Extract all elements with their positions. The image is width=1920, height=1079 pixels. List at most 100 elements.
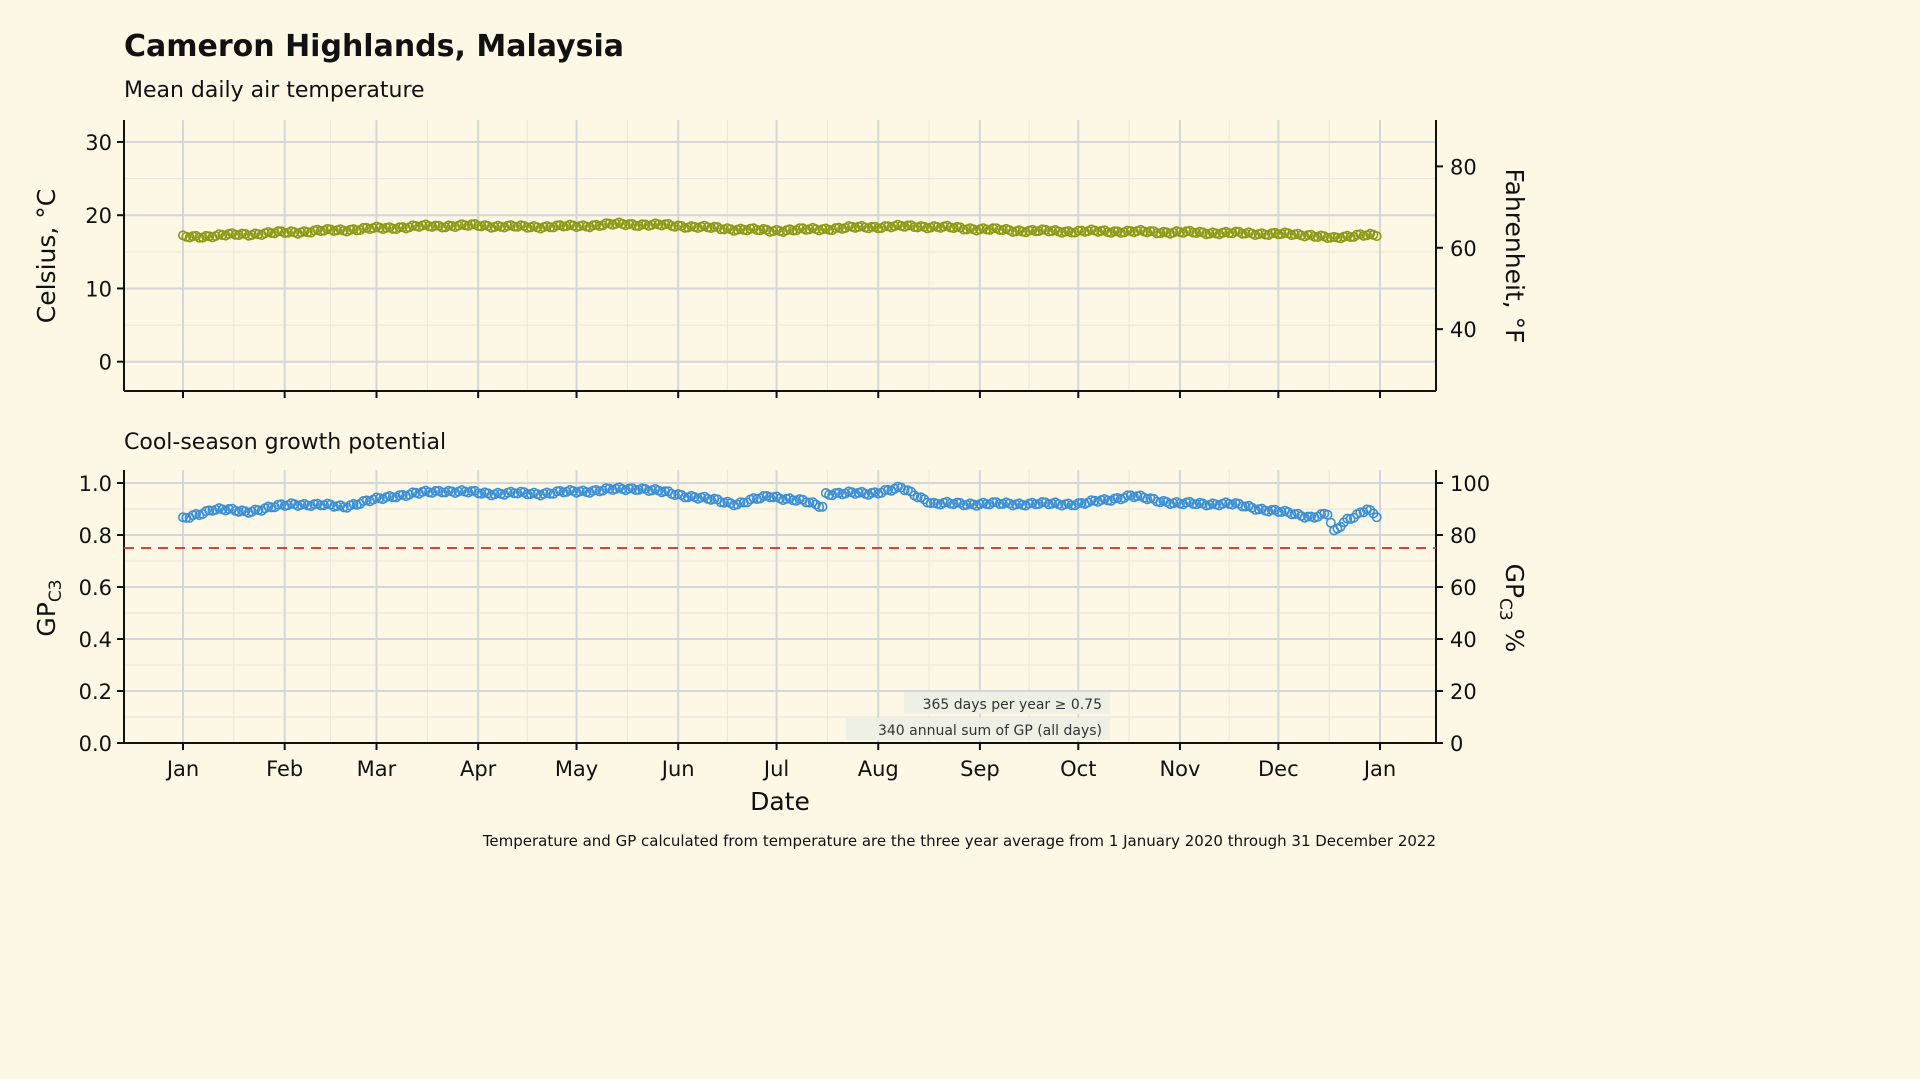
gp-point (1266, 504, 1277, 515)
temperature-point (1145, 226, 1156, 237)
x-tick-label: Feb (266, 757, 303, 781)
gp-point (1237, 501, 1248, 512)
temperature-series (178, 217, 1382, 244)
temperature-point (509, 221, 520, 232)
temperature-point (1073, 225, 1084, 236)
gp-point (600, 483, 611, 494)
temperature-point (558, 221, 569, 232)
temperature-point (358, 222, 369, 233)
temperature-point (1273, 229, 1284, 240)
gp-point (623, 483, 634, 494)
temperature-point (1030, 226, 1041, 237)
gp-point (1066, 500, 1077, 511)
bottom-y-right-tick-label: 40 (1450, 628, 1477, 652)
top-y-right-tick-label: 60 (1450, 237, 1477, 261)
gp-point (801, 497, 812, 508)
bottom-y-axis-label: GPC3 (32, 579, 66, 636)
temperature-point (600, 218, 611, 229)
gp-point (817, 501, 828, 512)
temperature-point (879, 221, 890, 232)
temperature-point (958, 224, 969, 235)
gp-point (1102, 495, 1113, 506)
top-y-tick-label: 30 (85, 131, 112, 155)
temperature-point (715, 224, 726, 235)
x-tick-label: Oct (1060, 757, 1096, 781)
temperature-point (237, 228, 248, 239)
gp-point (1188, 498, 1199, 509)
x-tick-label: Jan (1362, 757, 1396, 781)
x-tick-label: Dec (1258, 757, 1299, 781)
temperature-point (1345, 232, 1356, 243)
bottom-panel-grid (124, 470, 1436, 744)
gp-point (912, 492, 923, 503)
top-y-right-tick-label: 80 (1450, 155, 1477, 179)
x-tick-label: Nov (1159, 757, 1200, 781)
gp-point (804, 497, 815, 508)
bottom-y-right-tick-label: 100 (1450, 472, 1490, 496)
top-y-tick-label: 0 (99, 351, 112, 375)
top-panel-grid (124, 120, 1436, 391)
temperature-point (1309, 231, 1320, 242)
temperature-point (637, 219, 648, 230)
gp-point (925, 498, 936, 509)
footnote: Temperature and GP calculated from tempe… (482, 832, 1436, 850)
gp-point (764, 492, 775, 503)
gp-point (879, 485, 890, 496)
x-tick-label: Jun (660, 757, 695, 781)
gp-point (735, 497, 746, 508)
temperature-point (230, 229, 241, 240)
gp-point (1289, 509, 1300, 520)
temperature-point (1188, 227, 1199, 238)
temperature-point (394, 222, 405, 233)
bottom-y-tick-label: 0.8 (79, 524, 112, 548)
bottom-y-right-tick-label: 20 (1450, 680, 1477, 704)
bottom-panel-axes (117, 470, 1443, 750)
temperature-point (623, 219, 634, 230)
bottom-y-tick-label: 0.4 (79, 628, 112, 652)
gp-point (387, 492, 398, 503)
temperature-point (466, 219, 477, 230)
annotation-sum: 340 annual sum of GP (all days) (878, 723, 1102, 739)
temperature-point (660, 219, 671, 230)
x-tick-label: Apr (460, 757, 497, 781)
temperature-point (1260, 229, 1271, 240)
gp-point (522, 489, 533, 500)
top-panel-subtitle: Mean daily air temperature (124, 78, 425, 103)
bottom-y-tick-label: 0.6 (79, 576, 112, 600)
gp-point (315, 500, 326, 511)
gp-point (1371, 512, 1382, 523)
temperature-point (902, 220, 913, 231)
temperature-point (709, 221, 720, 232)
top-y-tick-label: 10 (85, 277, 112, 301)
gp-point (1322, 509, 1333, 520)
top-y-tick-label: 20 (85, 204, 112, 228)
gp-point (1286, 509, 1297, 520)
gp-point (630, 484, 641, 495)
temperature-point (994, 225, 1005, 236)
x-tick-label: Jan (165, 757, 199, 781)
gp-point (1122, 490, 1133, 501)
tick-labels: 0 10 20 30 40 60 80 0.0 0.2 0.4 0.6 0.8 1.0 0 20 40 60 80… (79, 131, 1491, 781)
x-tick-label: Mar (357, 757, 397, 781)
gp-point (814, 501, 825, 512)
bottom-y-axis-right-label: GPC3 % (1495, 564, 1529, 653)
gp-point (545, 488, 556, 499)
temperature-point (273, 226, 284, 237)
temperature-point (751, 225, 762, 236)
gp-point (958, 500, 969, 511)
gp-point (1273, 506, 1284, 517)
temperature-point (201, 230, 212, 241)
bottom-y-tick-label: 0.0 (79, 732, 112, 756)
temperature-point (787, 225, 798, 236)
temperature-point (824, 224, 835, 235)
x-tick-label: Sep (960, 757, 1000, 781)
temperature-point (194, 232, 205, 243)
gp-point (430, 485, 441, 496)
x-tick-label: May (555, 757, 598, 781)
gp-point (787, 495, 798, 506)
gp-point (394, 490, 405, 501)
temperature-point (1237, 228, 1248, 239)
chart-canvas: Cameron Highlands, Malaysia Mean daily a… (32, 29, 1529, 850)
temperature-point (551, 220, 562, 231)
top-panel-axes (117, 120, 1443, 398)
